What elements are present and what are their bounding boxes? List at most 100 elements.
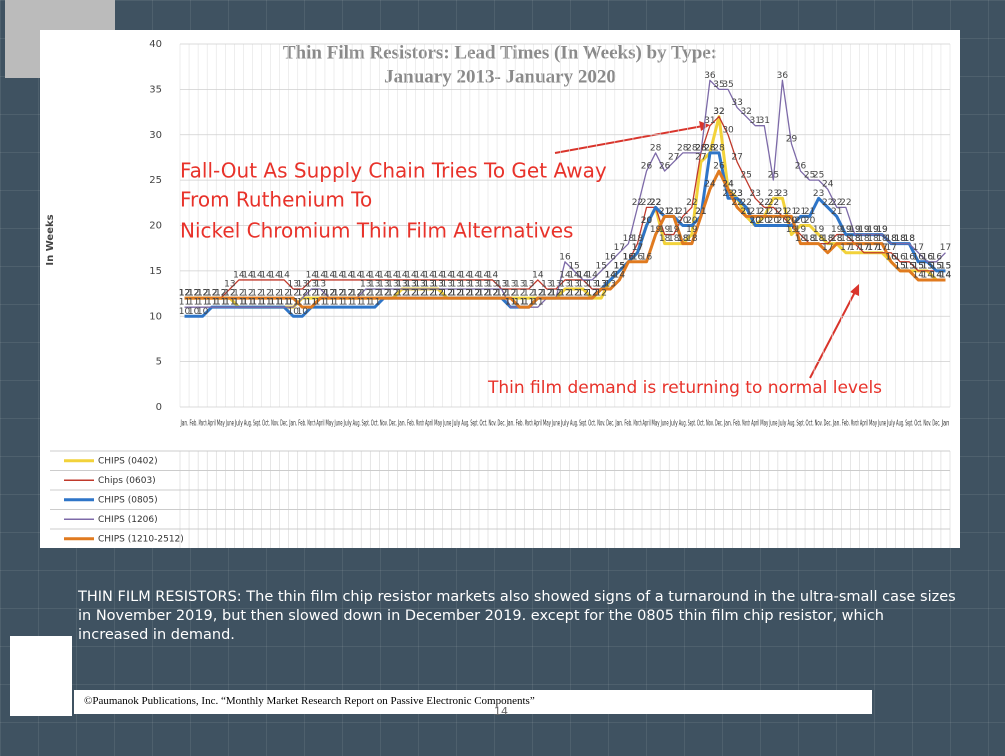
data-label: 21 — [786, 207, 797, 217]
data-label: 12 — [532, 289, 543, 299]
data-label: 15 — [931, 261, 942, 271]
data-label: 11 — [179, 298, 190, 308]
data-label: 20 — [750, 216, 762, 226]
data-label: 12 — [197, 289, 208, 299]
x-tick-label: Oct. — [806, 419, 814, 428]
data-label: 18 — [831, 234, 843, 244]
data-label: 18 — [849, 234, 861, 244]
data-label: 11 — [324, 298, 335, 308]
y-tick-label: 30 — [149, 130, 162, 141]
data-label: 14 — [614, 270, 626, 280]
data-label: 12 — [432, 289, 443, 299]
x-tick-label: Aug. — [570, 419, 578, 428]
data-label: 13 — [414, 280, 425, 290]
data-label: 12 — [442, 289, 453, 299]
x-tick-label: Sept. — [797, 419, 805, 428]
x-tick-label: July — [452, 419, 461, 428]
x-tick-label: Feb. — [407, 419, 415, 428]
data-label: 10 — [288, 307, 300, 317]
data-label: 13 — [442, 280, 453, 290]
data-label: 31 — [759, 116, 770, 126]
y-tick-label: 20 — [149, 221, 162, 232]
data-label: 12 — [396, 289, 407, 299]
x-tick-label: April — [208, 419, 216, 428]
data-label: 25 — [740, 171, 751, 181]
data-label: 12 — [541, 289, 552, 299]
data-label: 14 — [478, 270, 490, 280]
data-label: 12 — [188, 289, 199, 299]
data-label: 21 — [677, 207, 688, 217]
data-label: 22 — [822, 198, 833, 208]
data-label: 13 — [432, 280, 443, 290]
data-label: 23 — [777, 189, 788, 199]
legend-label: CHIPS (0402) — [98, 456, 158, 466]
y-tick-label: 25 — [149, 175, 162, 186]
data-label: 11 — [532, 298, 543, 308]
data-label: 12 — [387, 289, 398, 299]
data-label: 11 — [242, 298, 253, 308]
data-label: 13 — [478, 280, 489, 290]
data-label: 12 — [378, 289, 389, 299]
x-tick-label: March — [851, 419, 859, 428]
data-label: 18 — [822, 234, 834, 244]
data-label: 18 — [804, 234, 816, 244]
data-label: 19 — [876, 225, 888, 235]
data-label: 10 — [197, 307, 209, 317]
data-label: 15 — [614, 261, 625, 271]
x-tick-label: Dec. — [498, 419, 506, 428]
data-label: 12 — [414, 289, 425, 299]
data-label: 23 — [731, 189, 742, 199]
data-label: 13 — [596, 280, 607, 290]
data-label: 20 — [686, 216, 698, 226]
data-label: 17 — [867, 243, 878, 253]
x-tick-label: July — [887, 419, 896, 428]
data-label: 22 — [831, 198, 842, 208]
body-text: THIN FILM RESISTORS: The thin film chip … — [78, 589, 956, 643]
data-label: 12 — [179, 289, 190, 299]
data-label: 14 — [922, 270, 934, 280]
x-tick-label: April — [860, 419, 868, 428]
x-tick-label: Sept. — [362, 419, 370, 428]
x-tick-label: Jan. — [289, 419, 298, 428]
data-label: 36 — [704, 71, 716, 81]
data-label: 18 — [677, 234, 689, 244]
data-label: 21 — [668, 207, 679, 217]
data-label: 14 — [559, 270, 571, 280]
data-label: 16 — [922, 252, 934, 262]
data-label: 12 — [451, 289, 462, 299]
data-label: 13 — [541, 280, 552, 290]
x-tick-label: Nov. — [489, 419, 497, 428]
data-label: 28 — [695, 143, 707, 153]
data-label: 17 — [876, 243, 887, 253]
data-label: 12 — [215, 289, 226, 299]
data-label: 12 — [324, 289, 335, 299]
data-label: 12 — [514, 289, 525, 299]
data-label: 11 — [251, 298, 262, 308]
x-tick-label: May — [217, 419, 225, 428]
x-tick-label: Sept. — [470, 419, 478, 428]
x-tick-label: July — [343, 419, 352, 428]
data-label: 18 — [840, 234, 852, 244]
data-label: 22 — [686, 198, 697, 208]
data-label: 12 — [586, 289, 597, 299]
data-label: 16 — [623, 252, 635, 262]
data-label: 11 — [251, 298, 262, 308]
data-label: 19 — [650, 225, 662, 235]
data-label: 12 — [297, 289, 308, 299]
chart-panel: Thin Film Resistors: Lead Times (In Week… — [40, 30, 960, 549]
x-tick-label: May — [869, 419, 877, 428]
data-label: 23 — [768, 189, 779, 199]
data-label: 20 — [641, 216, 653, 226]
data-label: 20 — [786, 216, 798, 226]
x-tick-label: Dec. — [824, 419, 832, 428]
data-label: 13 — [315, 280, 326, 290]
data-label: 12 — [451, 289, 462, 299]
data-label: 19 — [867, 225, 879, 235]
series-line — [184, 169, 946, 309]
data-label: 20 — [777, 216, 789, 226]
data-label: 27 — [668, 152, 679, 162]
x-tick-label: June — [225, 419, 234, 428]
data-label: 12 — [342, 289, 353, 299]
data-label: 20 — [795, 216, 807, 226]
x-tick-label: April — [643, 419, 651, 428]
